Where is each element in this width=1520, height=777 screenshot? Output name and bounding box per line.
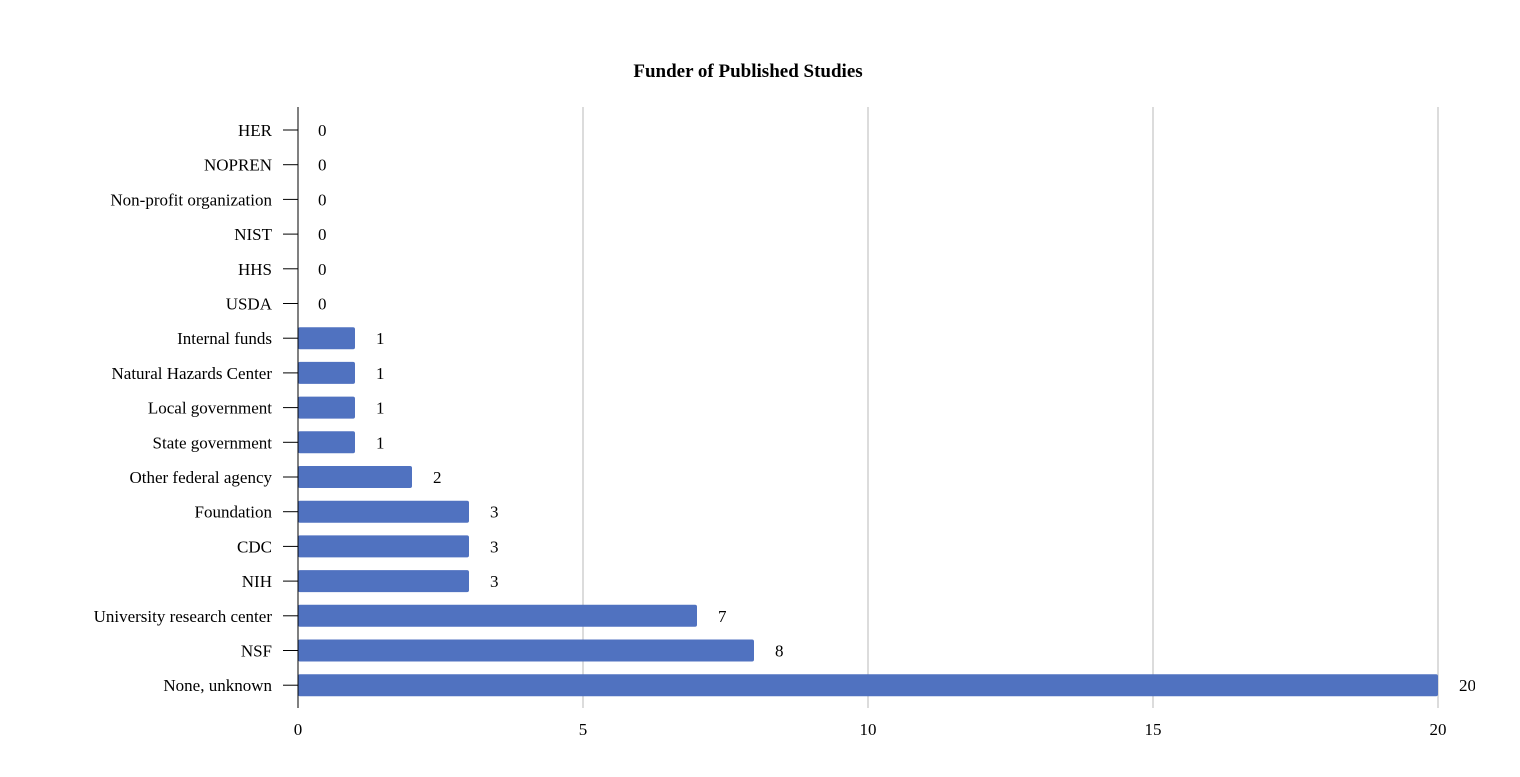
x-tick-label: 10 [860, 720, 877, 739]
y-tick-label: Foundation [195, 503, 273, 522]
bars: 0 0 0 0 0 0 1 1 1 1 2 3 3 3 7 8 20 [298, 121, 1476, 697]
y-tick-label: Natural Hazards Center [112, 364, 273, 383]
bar [298, 431, 355, 454]
y-tick-label: NOPREN [204, 156, 272, 175]
y-tick-label: Internal funds [177, 329, 272, 348]
y-tick-label: Local government [148, 399, 272, 418]
x-tick-label: 15 [1145, 720, 1162, 739]
y-tick-label: HHS [238, 260, 272, 279]
bar [298, 639, 754, 662]
bar [298, 361, 355, 384]
gridlines [582, 107, 1439, 708]
data-label: 1 [376, 399, 385, 418]
data-label: 3 [490, 537, 499, 556]
data-label: 0 [318, 225, 327, 244]
bar [298, 604, 697, 627]
data-label: 1 [376, 329, 385, 348]
data-label: 0 [318, 156, 327, 175]
y-tick-label: Other federal agency [129, 468, 272, 487]
data-label: 1 [376, 364, 385, 383]
data-label: 8 [775, 642, 784, 661]
y-tick-label: University research center [94, 607, 273, 626]
y-tick-label: HER [238, 121, 273, 140]
data-label: 0 [318, 121, 327, 140]
data-label: 0 [318, 190, 327, 209]
bar [298, 535, 469, 558]
bar [298, 327, 355, 350]
x-axis: 0 5 10 15 20 [294, 720, 1447, 739]
y-tick-label: NIST [234, 225, 272, 244]
bar [298, 396, 355, 419]
x-tick-label: 20 [1430, 720, 1447, 739]
y-tick-label: State government [153, 433, 273, 452]
data-label: 2 [433, 468, 442, 487]
y-tick-label: NIH [242, 572, 272, 591]
y-tick-label: None, unknown [163, 676, 272, 695]
y-tick-label: USDA [226, 295, 273, 314]
x-tick-label: 0 [294, 720, 303, 739]
y-tick-label: Non-profit organization [110, 190, 272, 209]
bar [298, 674, 1438, 697]
data-label: 0 [318, 295, 327, 314]
y-tick-label: NSF [241, 642, 272, 661]
bar [298, 500, 469, 523]
data-label: 7 [718, 607, 727, 626]
data-label: 0 [318, 260, 327, 279]
x-tick-label: 5 [579, 720, 588, 739]
bar [298, 466, 412, 488]
data-label: 1 [376, 433, 385, 452]
data-label: 20 [1459, 676, 1476, 695]
y-tick-label: CDC [237, 537, 272, 556]
data-label: 3 [490, 503, 499, 522]
chart-title: Funder of Published Studies [633, 61, 862, 82]
y-axis: HER NOPREN Non-profit organization NIST HHS U… [94, 107, 299, 708]
bar [298, 570, 469, 593]
data-label: 3 [490, 572, 499, 591]
